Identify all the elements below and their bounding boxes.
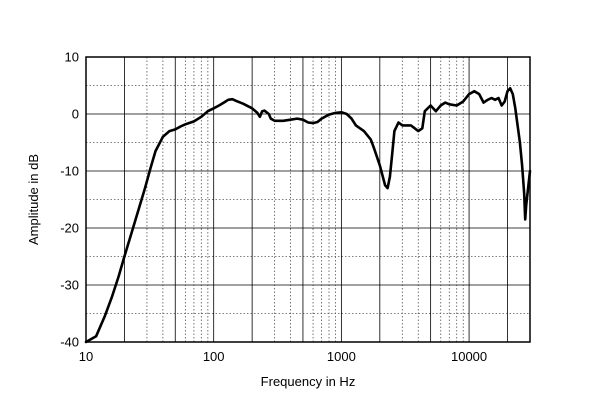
y-tick-labels: 10 0 -10 -20 -30 -40 [60, 50, 79, 350]
response-curve [84, 87, 532, 344]
x-tick-label: 1000 [327, 349, 356, 364]
x-tick-label: 100 [203, 349, 225, 364]
y-axis-label: Amplitude in dB [26, 154, 41, 245]
y-tick-label: 0 [72, 107, 79, 122]
y-tick-label: 10 [65, 50, 79, 65]
y-tick-label: -20 [60, 221, 79, 236]
x-tick-labels: 10 100 1000 10000 [79, 349, 487, 364]
y-tick-label: -10 [60, 164, 79, 179]
x-tick-label: 10000 [451, 349, 487, 364]
major-grid [86, 57, 530, 342]
plot-frame [85, 56, 531, 343]
x-axis-label: Frequency in Hz [261, 374, 356, 389]
x-tick-label: 10 [79, 349, 93, 364]
y-tick-label: -30 [60, 278, 79, 293]
y-tick-label: -40 [60, 335, 79, 350]
